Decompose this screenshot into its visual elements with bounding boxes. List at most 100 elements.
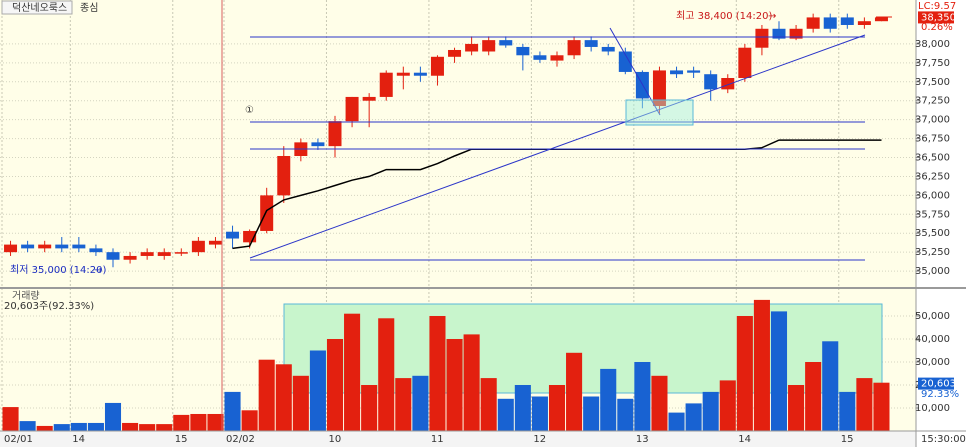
volume-bar [104,402,122,431]
lc-label: LC:9.57 [918,1,956,12]
candle-body [618,51,632,72]
candle-body [857,21,871,25]
candle-body [499,40,513,46]
volume-bar [548,384,566,431]
y-tick-label: 30,000 [915,357,950,368]
x-tick-label: 02/01 [4,434,33,445]
candle-body [516,46,530,56]
candle-body [704,74,718,90]
volume-bar [839,391,856,431]
volume-bar [463,334,480,431]
arrow: → [768,11,776,22]
volume-bar [173,414,190,431]
candle-body [430,56,444,76]
x-axis-background [0,431,916,447]
y-tick-label: 10,000 [915,403,950,414]
volume-bar [87,422,104,431]
y-tick-label: 36,500 [915,153,950,164]
arrow: → [94,265,102,276]
time-label: 15:30:00 [921,434,966,445]
y-tick-label: 35,250 [915,247,950,258]
candle-body [823,17,837,29]
volume-bar [412,375,429,431]
volume-bar [139,424,156,431]
volume-bar [856,378,873,431]
candle-body [755,28,769,48]
volume-bar [207,413,224,431]
volume-bar [361,384,378,431]
candle-body [413,72,427,76]
volume-subtitle: 20,603주(92.33%) [4,301,94,312]
volume-bar [190,413,207,431]
x-tick-label: 14 [72,434,85,445]
volume-bar [822,341,839,431]
stock-name: 덕산네오룩스 [12,2,67,14]
highlight-box [283,303,883,394]
trend-line [249,34,866,259]
change-label: 0.26% [921,22,953,33]
candle-body [533,55,547,60]
candle-body [277,155,291,196]
y-tick-label: 36,250 [915,171,950,182]
candle-body [345,96,359,122]
candle-body [55,244,69,249]
candle-body [191,240,205,253]
candle-body [567,40,581,56]
candle-body [806,17,820,29]
volume-bar [634,361,651,431]
x-tick-label: 15 [175,434,188,445]
candle-body [550,55,564,61]
volume-bar [326,338,344,431]
volume-bar [53,424,70,431]
candle-body [123,255,137,260]
volume-bar [531,396,548,431]
candle-body [601,46,615,52]
x-tick-label: 15 [841,434,854,445]
candle-body [260,195,274,231]
candle-body [174,252,188,254]
axis-background [916,0,966,447]
y-tick-label: 35,750 [915,209,950,220]
candle-body [789,28,803,39]
volume-bar [651,375,668,431]
volume-title: 거래량 [12,290,40,302]
volume-bar [241,410,258,431]
volume-bar [2,407,19,431]
volume-bar [70,422,87,431]
y-tick-label: 37,250 [915,96,950,107]
y-tick-label: 35,000 [915,266,950,277]
candle-body [772,28,786,39]
volume-bar [702,391,719,431]
volume-bar [566,352,583,431]
volume-pct: 92.33% [921,389,959,400]
candle-body [38,244,52,249]
low-note: 최저 35,000 (14:20) [10,264,106,276]
y-tick-label: 36,000 [915,190,950,201]
y-tick-label: 50,000 [915,311,950,322]
volume-bar [344,313,361,431]
y-tick-label: 37,750 [915,58,950,69]
volume-bar [19,421,36,431]
candle-body [4,244,18,253]
mode-label: 종심 [80,2,98,14]
volume-bar [770,311,788,431]
candle-body [89,248,103,253]
candle-body [465,43,479,52]
volume-bar [583,396,600,431]
candle-body [379,72,393,97]
volume-bar [395,378,412,431]
candle-body [328,121,342,147]
marker-note: ① [245,105,254,116]
candle-body [311,142,325,147]
volume-bar [258,359,275,431]
x-tick-label: 11 [431,434,444,445]
candle-body [243,230,257,243]
candle-body [687,70,701,73]
x-tick-label: 12 [533,434,546,445]
volume-bar [480,378,497,431]
volume-bar [514,384,531,431]
last-volume-label: 20,603 [921,379,956,390]
high-note: 최고 38,400 (14:20) [676,10,772,22]
volume-bar [617,398,634,431]
